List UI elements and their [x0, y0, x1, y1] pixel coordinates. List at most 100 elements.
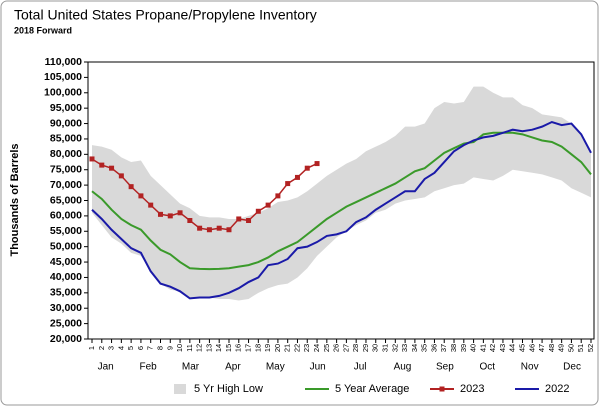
x-tick-label: 51 — [576, 344, 585, 352]
x-tick-label: 14 — [214, 344, 223, 352]
x-tick-label: 9 — [165, 346, 174, 350]
x-tick-label: 23 — [302, 344, 311, 352]
series-marker — [226, 227, 232, 233]
x-tick-label: 41 — [478, 344, 487, 352]
x-tick-label: 44 — [508, 344, 517, 352]
y-tick-label: 35,000 — [50, 287, 82, 299]
x-tick-label: 27 — [341, 344, 350, 352]
month-label: May — [266, 362, 285, 373]
y-tick-label: 20,000 — [50, 333, 82, 345]
x-tick-label: 15 — [224, 344, 233, 352]
y-tick-label: 45,000 — [50, 256, 82, 268]
month-label: Oct — [480, 362, 496, 373]
x-tick-label: 37 — [439, 344, 448, 352]
x-tick-label: 45 — [517, 344, 526, 352]
x-tick-label: 46 — [527, 344, 536, 352]
x-tick-label: 36 — [429, 344, 438, 352]
chart-title: Total United States Propane/Propylene In… — [14, 7, 317, 23]
y-tick-label: 55,000 — [50, 225, 82, 237]
month-label: Mar — [182, 362, 200, 373]
month-label: Sep — [436, 362, 454, 373]
chart-subtitle: 2018 Forward — [14, 25, 72, 35]
legend-swatch — [174, 384, 186, 394]
series-marker — [128, 184, 134, 190]
series-marker — [265, 202, 271, 208]
series-marker — [118, 173, 124, 179]
y-tick-label: 75,000 — [50, 164, 82, 176]
legend-label: 5 Year Average — [335, 383, 409, 395]
x-tick-label: 40 — [469, 344, 478, 352]
y-tick-label: 80,000 — [50, 148, 82, 160]
series-marker — [285, 181, 291, 187]
x-tick-label: 38 — [449, 344, 458, 352]
y-tick-label: 95,000 — [50, 102, 82, 114]
x-tick-label: 18 — [253, 344, 262, 352]
month-label: Jan — [98, 362, 114, 373]
x-tick-label: 52 — [586, 344, 595, 352]
y-tick-label: 25,000 — [50, 317, 82, 329]
x-tick-label: 6 — [136, 346, 145, 350]
series-marker — [255, 208, 261, 214]
month-label: Aug — [394, 362, 412, 373]
y-tick-label: 70,000 — [50, 179, 82, 191]
series-marker — [275, 193, 281, 199]
series-marker — [157, 211, 163, 217]
x-tick-label: 2 — [97, 346, 106, 350]
series-line — [91, 120, 592, 300]
x-tick-label: 1 — [87, 346, 96, 350]
series-line — [91, 131, 592, 271]
x-tick-label: 48 — [547, 344, 556, 352]
month-label: Nov — [521, 362, 539, 373]
x-tick-label: 24 — [312, 344, 321, 352]
y-tick-label: 50,000 — [50, 240, 82, 252]
series-marker — [304, 165, 310, 171]
x-tick-label: 50 — [566, 344, 575, 352]
legend-label: 2023 — [460, 383, 484, 395]
high-low-band — [92, 86, 591, 301]
month-label: Jul — [354, 362, 367, 373]
series-marker — [236, 216, 242, 222]
x-tick-label: 47 — [537, 344, 546, 352]
series-marker — [109, 165, 115, 171]
month-label: Apr — [225, 362, 241, 373]
series-marker — [294, 174, 300, 180]
y-tick-label: 85,000 — [50, 133, 82, 145]
x-tick-label: 42 — [488, 344, 497, 352]
series-marker — [177, 210, 183, 216]
month-label: Feb — [139, 362, 157, 373]
x-tick-label: 21 — [283, 344, 292, 352]
legend-label: 2022 — [545, 383, 569, 395]
y-tick-label: 60,000 — [50, 210, 82, 222]
x-tick-label: 16 — [234, 344, 243, 352]
series-marker — [197, 225, 203, 231]
x-tick-label: 17 — [244, 344, 253, 352]
y-axis-label: Thousands of Barrels — [9, 143, 21, 256]
x-tick-label: 43 — [498, 344, 507, 352]
series-marker — [167, 213, 173, 219]
series-marker — [89, 156, 95, 162]
x-tick-label: 31 — [381, 344, 390, 352]
x-tick-label: 3 — [107, 346, 116, 350]
x-tick-label: 20 — [273, 344, 282, 352]
x-tick-label: 39 — [459, 344, 468, 352]
y-tick-label: 65,000 — [50, 194, 82, 206]
x-tick-label: 49 — [557, 344, 566, 352]
x-tick-label: 26 — [332, 344, 341, 352]
y-tick-label: 105,000 — [44, 71, 82, 83]
series-marker — [246, 218, 252, 224]
x-tick-label: 35 — [420, 344, 429, 352]
x-tick-label: 13 — [204, 344, 213, 352]
x-tick-label: 34 — [410, 344, 419, 352]
series-marker — [148, 202, 154, 208]
month-label: Jun — [310, 362, 326, 373]
x-tick-label: 8 — [155, 346, 164, 350]
x-tick-label: 25 — [322, 344, 331, 352]
x-tick-label: 19 — [263, 344, 272, 352]
x-tick-label: 29 — [361, 344, 370, 352]
x-tick-label: 22 — [292, 344, 301, 352]
y-tick-label: 110,000 — [45, 56, 83, 68]
month-label: Dec — [563, 362, 581, 373]
x-tick-label: 11 — [185, 344, 194, 352]
legend-marker — [439, 386, 445, 392]
